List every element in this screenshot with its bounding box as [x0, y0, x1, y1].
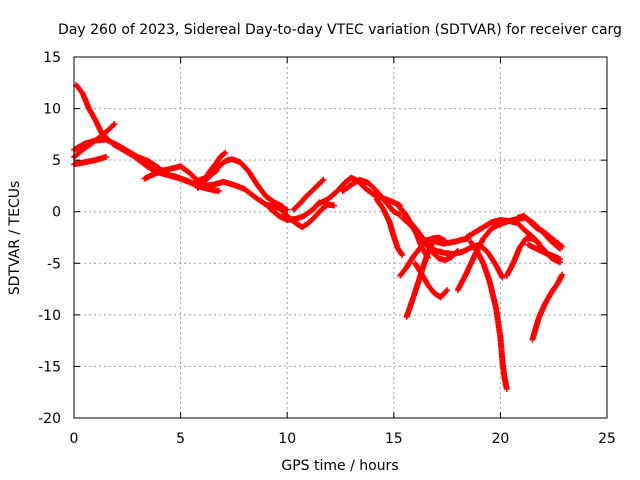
x-tick-label: 25 [598, 431, 616, 447]
y-tick-label: -5 [47, 256, 61, 272]
y-axis-ticks: 15 10 5 0 -5 -10 -15 -20 [38, 50, 607, 427]
series-arc-27 [529, 271, 566, 343]
y-tick-label: -15 [38, 359, 61, 375]
x-axis-ticks: 0 5 10 15 20 25 [70, 57, 616, 447]
series-arc-8 [194, 156, 286, 210]
y-tick-label: 15 [43, 50, 61, 66]
series-arc-24 [467, 238, 510, 393]
y-tick-label: -20 [38, 411, 61, 427]
gridlines [74, 57, 607, 418]
series-arc-11 [290, 176, 327, 213]
series-arc-13 [339, 176, 404, 218]
series-arc-14 [373, 196, 406, 258]
series-arc-28 [525, 241, 564, 263]
x-tick-label: 10 [278, 431, 296, 447]
series-arc-25 [503, 235, 542, 279]
y-tick-label: 0 [52, 205, 61, 221]
series-arc-20 [420, 235, 472, 247]
y-tick-label: 10 [43, 102, 61, 118]
series-arc-26 [514, 212, 566, 250]
series-arc-1 [73, 81, 114, 145]
x-axis-label: GPS time / hours [281, 458, 398, 474]
y-tick-label: -10 [38, 308, 61, 324]
x-tick-label: 0 [70, 431, 79, 447]
series-arc-21 [412, 260, 451, 301]
y-axis-label: SDTVAR / TECUs [7, 181, 23, 296]
series-arc-10 [279, 201, 338, 231]
chart-title: Day 260 of 2023, Sidereal Day-to-day VTE… [58, 22, 622, 38]
x-tick-label: 5 [176, 431, 185, 447]
x-tick-label: 20 [491, 431, 509, 447]
data-series [71, 81, 566, 393]
x-tick-label: 15 [385, 431, 403, 447]
plot-frame [73, 56, 608, 419]
y-tick-label: 5 [52, 153, 61, 169]
